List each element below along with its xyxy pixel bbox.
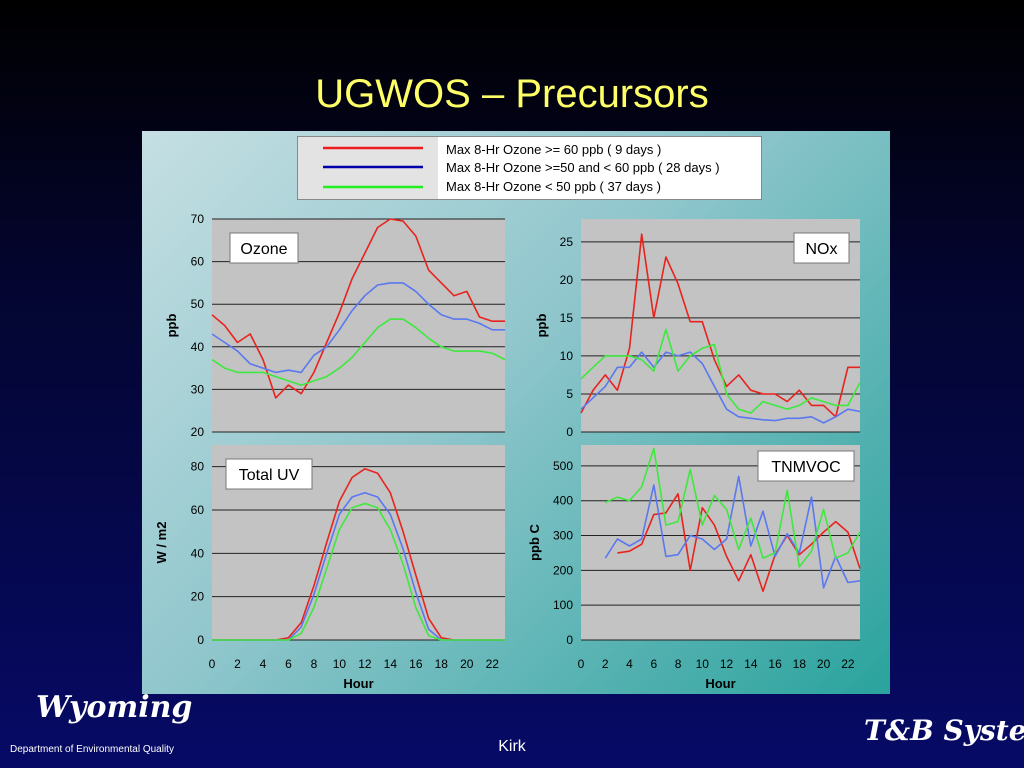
panel-title-box <box>793 232 850 264</box>
panel-tnmvoc: 0 100 200 300 400 500 0 2 4 6 8 10 12 14 16 18 20 22 TNMVO… <box>527 445 861 691</box>
y-tick-label: 15 <box>560 311 574 325</box>
y-tick-label: 80 <box>191 460 205 474</box>
y-tick-label: 300 <box>553 529 573 543</box>
x-tick-label: 22 <box>841 657 855 671</box>
logo-wyoming-script: Wyoming <box>36 690 193 725</box>
x-tick-label: 20 <box>817 657 831 671</box>
series-line-high <box>617 492 861 593</box>
x-tick-label: 4 <box>260 657 267 671</box>
x-axis-label: Hour <box>705 676 735 691</box>
x-tick-label: 10 <box>696 657 710 671</box>
legend-label-mid: Max 8-Hr Ozone >=50 and < 60 ppb ( 28 da… <box>446 160 720 175</box>
y-tick-label: 20 <box>560 273 574 287</box>
y-tick-label: 0 <box>566 633 573 647</box>
series-line-low <box>580 328 861 414</box>
y-axis-label: ppb <box>164 314 179 338</box>
y-tick-label: 40 <box>191 340 205 354</box>
x-tick-label: 20 <box>460 657 474 671</box>
legend-swatches <box>298 137 438 199</box>
y-axis-label: W / m2 <box>154 522 169 564</box>
y-tick-label: 20 <box>191 590 205 604</box>
y-tick-label: 500 <box>553 459 573 473</box>
panel-title-box <box>225 458 313 490</box>
series-line-high <box>211 218 505 399</box>
series-line-low <box>604 447 861 568</box>
series-line-low <box>212 502 505 641</box>
panel-nox: 0 5 10 15 20 25 NOx ppb <box>534 219 861 439</box>
tb-systems-logo: T&B Systems <box>860 712 1024 762</box>
series-line-low <box>211 318 506 386</box>
y-tick-label: 5 <box>566 387 573 401</box>
y-tick-label: 10 <box>560 349 574 363</box>
panel-total-uv: 0 20 40 60 80 0 2 4 6 8 10 12 14 16 18 20 22 Total UV W / … <box>154 445 505 691</box>
x-tick-label: 8 <box>311 657 318 671</box>
panel-title: Total UV <box>239 467 300 484</box>
x-tick-label: 8 <box>675 657 682 671</box>
y-tick-label: 40 <box>191 546 205 560</box>
x-tick-label: 22 <box>486 657 500 671</box>
x-tick-label: 10 <box>333 657 347 671</box>
x-tick-label: 0 <box>578 657 585 671</box>
x-tick-label: 16 <box>768 657 782 671</box>
y-axis-label: ppb C <box>527 523 542 560</box>
series-line-mid <box>580 351 861 424</box>
y-tick-label: 0 <box>566 425 573 439</box>
panel-title-box <box>757 450 855 482</box>
panel-title: Ozone <box>240 241 287 258</box>
slide-title: UGWOS – Precursors <box>315 72 709 116</box>
y-tick-label: 60 <box>191 503 205 517</box>
legend-swatch-svg <box>323 146 423 189</box>
x-tick-label: 4 <box>626 657 633 671</box>
legend: Max 8-Hr Ozone >= 60 ppb ( 9 days ) Max … <box>297 136 762 200</box>
legend-label-high: Max 8-Hr Ozone >= 60 ppb ( 9 days ) <box>446 142 662 157</box>
chart-figure: Max 8-Hr Ozone >= 60 ppb ( 9 days ) Max … <box>142 131 890 694</box>
x-tick-label: 14 <box>384 657 398 671</box>
y-tick-label: 70 <box>191 212 205 226</box>
y-tick-label: 50 <box>191 297 205 311</box>
x-axis-label: Hour <box>343 676 373 691</box>
logo-tb-script: T&B Systems <box>864 714 1024 747</box>
legend-label-low: Max 8-Hr Ozone < 50 ppb ( 37 days ) <box>446 179 661 194</box>
logo-dept-text: Department of Environmental Quality <box>10 744 174 755</box>
panel-title: NOx <box>806 241 838 258</box>
panel-ozone: 20 30 40 50 60 70 Ozone ppb <box>164 212 506 439</box>
y-tick-label: 400 <box>553 494 573 508</box>
y-axis-label: ppb <box>534 314 549 338</box>
x-tick-label: 2 <box>602 657 609 671</box>
x-tick-label: 2 <box>234 657 241 671</box>
y-tick-label: 60 <box>191 255 205 269</box>
y-tick-label: 200 <box>553 563 573 577</box>
x-tick-label: 0 <box>209 657 216 671</box>
x-tick-label: 6 <box>650 657 657 671</box>
y-tick-label: 0 <box>197 633 204 647</box>
x-tick-label: 6 <box>285 657 292 671</box>
x-tick-label: 12 <box>720 657 734 671</box>
x-tick-label: 18 <box>435 657 449 671</box>
y-tick-label: 20 <box>191 425 205 439</box>
y-tick-label: 30 <box>191 382 205 396</box>
wyoming-deq-logo: Wyoming Department of Environmental Qual… <box>8 690 208 760</box>
footer-author: Kirk <box>498 738 526 755</box>
series-line-mid <box>211 282 505 374</box>
y-tick-label: 25 <box>560 235 574 249</box>
x-tick-label: 18 <box>793 657 807 671</box>
y-tick-label: 100 <box>553 598 573 612</box>
panel-title-box <box>229 232 299 264</box>
series-line-mid <box>604 475 861 589</box>
x-tick-label: 12 <box>358 657 372 671</box>
panel-title: TNMVOC <box>771 459 840 476</box>
x-tick-label: 14 <box>744 657 758 671</box>
x-tick-label: 16 <box>409 657 423 671</box>
